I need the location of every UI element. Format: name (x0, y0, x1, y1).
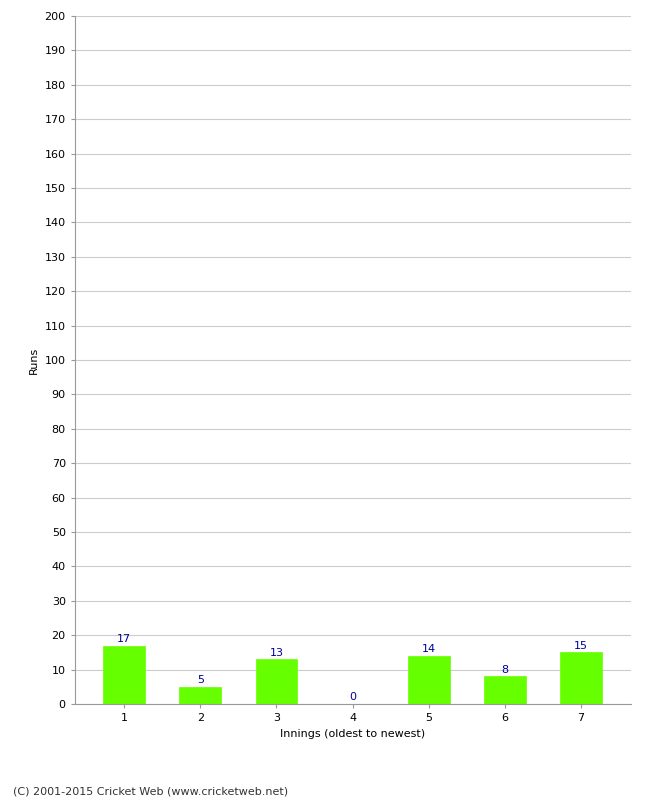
Text: 14: 14 (422, 644, 436, 654)
Text: 13: 13 (270, 647, 283, 658)
Bar (103, 646, 145, 704)
Text: 17: 17 (117, 634, 131, 644)
Bar (408, 656, 450, 704)
Bar (560, 653, 602, 704)
Bar (255, 659, 298, 704)
Text: 8: 8 (501, 665, 508, 674)
Text: 15: 15 (574, 641, 588, 650)
X-axis label: Innings (oldest to newest): Innings (oldest to newest) (280, 729, 425, 738)
Text: 0: 0 (349, 692, 356, 702)
Y-axis label: Runs: Runs (29, 346, 39, 374)
Text: 5: 5 (197, 675, 204, 685)
Bar (484, 677, 526, 704)
Text: (C) 2001-2015 Cricket Web (www.cricketweb.net): (C) 2001-2015 Cricket Web (www.cricketwe… (13, 786, 288, 796)
Bar (179, 686, 221, 704)
